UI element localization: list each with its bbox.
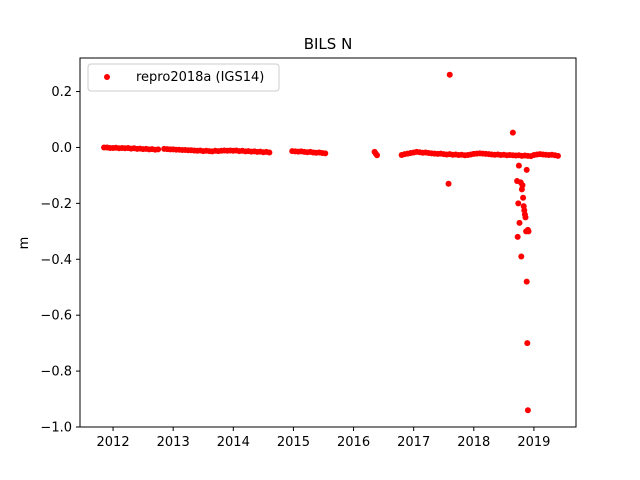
y-tick-label: −0.4 — [40, 253, 72, 268]
data-point — [523, 278, 530, 285]
y-tick-label: −0.2 — [40, 197, 72, 212]
legend-box — [87, 63, 280, 92]
data-point — [514, 233, 521, 240]
plot-points — [101, 71, 561, 414]
data-point — [155, 146, 162, 153]
data-point — [525, 228, 532, 235]
y-tick-label: −1.0 — [40, 421, 72, 436]
x-tick-label: 2013 — [157, 435, 190, 450]
data-point — [519, 182, 526, 189]
x-tick-label: 2015 — [277, 435, 310, 450]
data-point — [524, 407, 531, 414]
plot-frame — [79, 57, 577, 428]
chart-title: BILS N — [304, 35, 353, 53]
x-tick-label: 2019 — [517, 435, 550, 450]
data-point — [266, 149, 273, 156]
x-axis: 2012 2013 2014 2015 2016 2017 2018 2019 — [97, 427, 550, 450]
x-tick-label: 2018 — [457, 435, 490, 450]
data-point — [516, 219, 523, 226]
data-point — [520, 194, 527, 201]
x-tick-label: 2017 — [397, 435, 430, 450]
data-point — [322, 150, 329, 157]
x-tick-label: 2014 — [217, 435, 250, 450]
data-point — [515, 162, 522, 169]
data-point — [522, 214, 529, 221]
data-point — [518, 253, 525, 260]
legend-label: repro2018a (IGS14) — [136, 70, 264, 85]
y-axis: 0.2 0.0 −0.2 −0.4 −0.6 −0.8 −1.0 — [40, 85, 80, 436]
x-tick-label: 2016 — [337, 435, 370, 450]
data-point — [554, 152, 561, 159]
y-tick-label: −0.8 — [40, 365, 72, 380]
data-point — [373, 152, 380, 159]
data-point — [446, 71, 453, 78]
y-tick-label: 0.2 — [51, 85, 72, 100]
data-point — [524, 340, 531, 347]
data-point — [523, 166, 530, 173]
data-point — [509, 129, 516, 136]
legend: repro2018a (IGS14) — [87, 63, 280, 92]
data-point — [521, 207, 528, 214]
data-point — [445, 180, 452, 187]
y-tick-label: −0.6 — [40, 309, 72, 324]
data-point — [515, 200, 522, 207]
x-tick-label: 2012 — [97, 435, 130, 450]
y-axis-label: m — [17, 237, 32, 250]
legend-marker — [104, 74, 110, 80]
y-tick-label: 0.0 — [51, 141, 72, 156]
